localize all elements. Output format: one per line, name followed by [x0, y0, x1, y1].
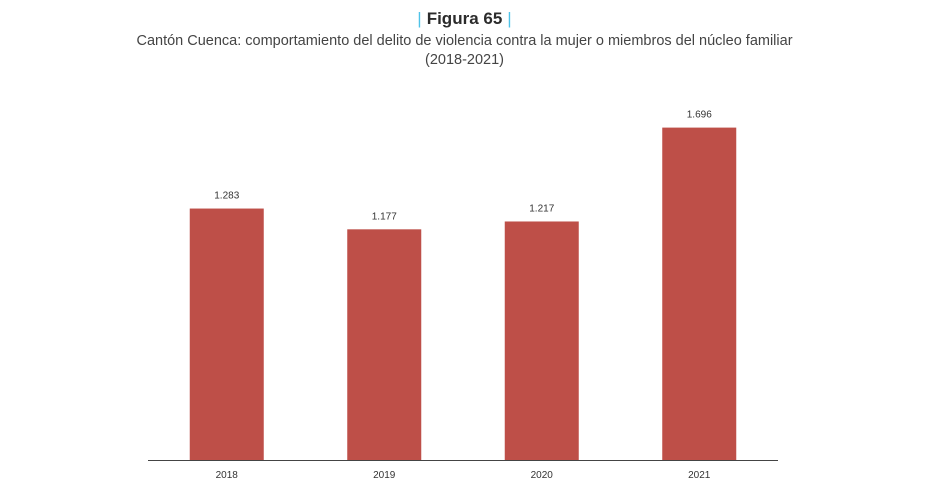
- value-label-2021: 1.696: [687, 110, 712, 121]
- bar-2021: [662, 127, 737, 460]
- value-label-2020: 1.217: [529, 203, 554, 214]
- accent-mark-right: |: [507, 9, 512, 28]
- x-tick-label-2018: 2018: [216, 470, 239, 481]
- chart-title: Cantón Cuenca: comportamiento del delito…: [0, 32, 929, 70]
- x-tick-label-2020: 2020: [531, 470, 554, 481]
- figure-number: Figura 65: [426, 9, 503, 28]
- x-tick-label-2019: 2019: [373, 470, 396, 481]
- bar-2019: [347, 229, 422, 460]
- chart-title-line-1: Cantón Cuenca: comportamiento del delito…: [136, 33, 793, 49]
- figure-header: | Figura 65 | Cantón Cuenca: comportamient…: [0, 8, 929, 70]
- bar-2020: [504, 221, 579, 460]
- chart-title-line-2: (2018-2021): [425, 52, 504, 68]
- x-tick-label-2021: 2021: [688, 470, 711, 481]
- bar-2018: [189, 208, 264, 460]
- value-label-2018: 1.283: [214, 191, 239, 202]
- accent-mark-left: |: [417, 9, 422, 28]
- value-label-2019: 1.177: [372, 211, 397, 222]
- figure-label: | Figura 65 |: [0, 8, 929, 30]
